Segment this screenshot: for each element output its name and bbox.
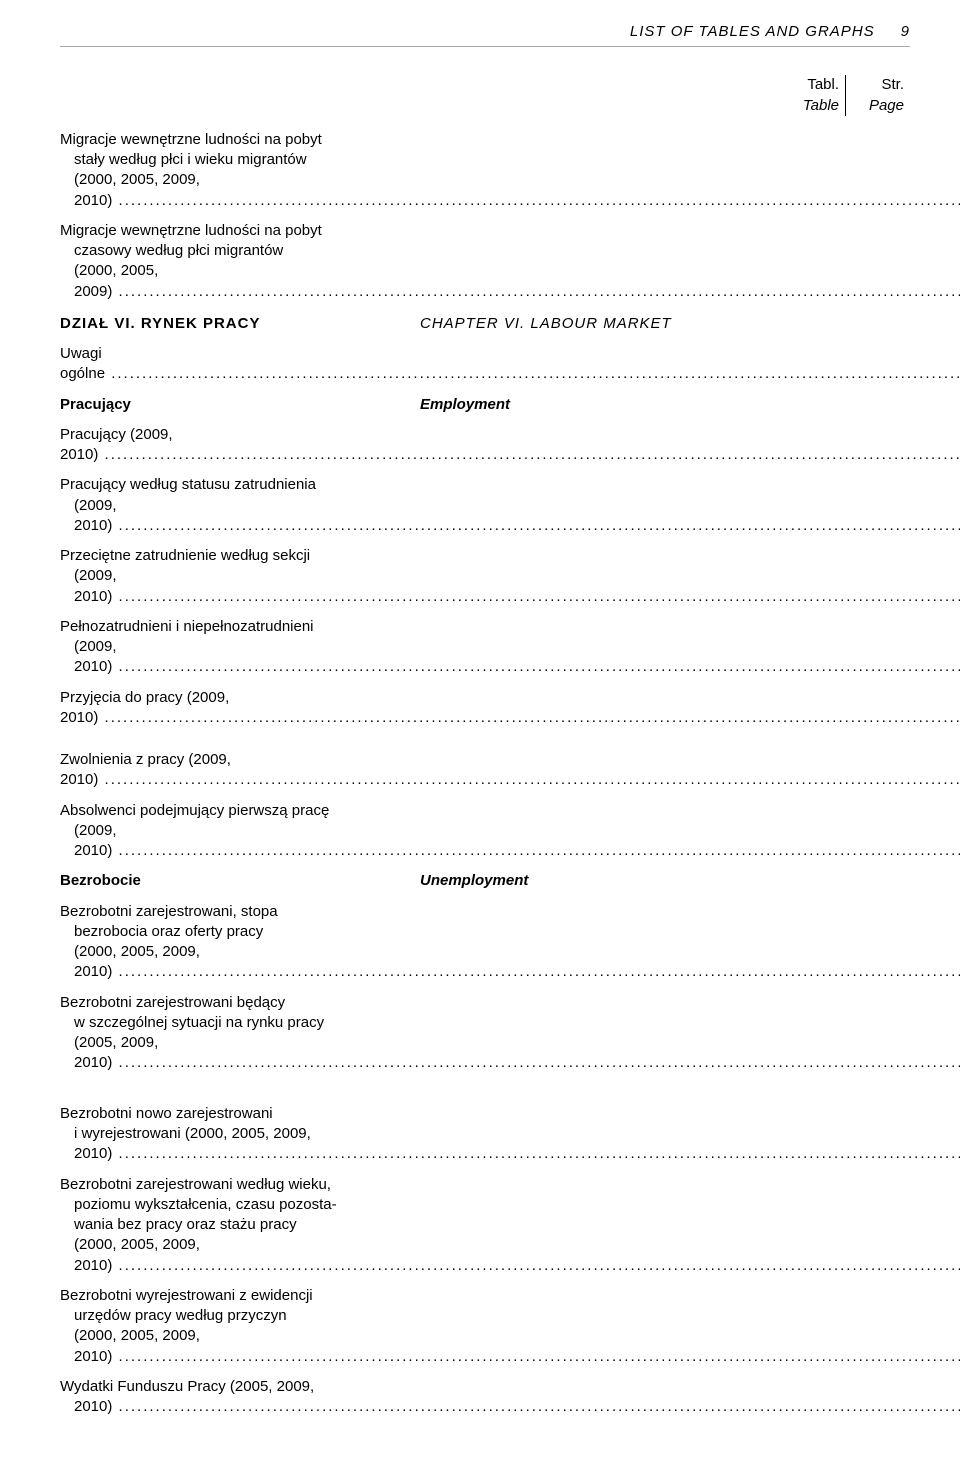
- sub-en: Employment: [420, 395, 780, 415]
- section-heading: DZIAŁ VI. RYNEK PRACYCHAPTER VI. LABOUR …: [60, 314, 910, 334]
- entry-pl: Bezrobotni zarejestrowani, stopabezroboc…: [60, 902, 960, 983]
- header-title: LIST OF TABLES AND GRAPHS: [630, 22, 875, 42]
- sub-en: Unemployment: [420, 871, 780, 891]
- toc-entry: Przyjęcia do pracy (2009, 2010)Hires (20…: [60, 688, 910, 729]
- column-headers: Tabl. Table Str. Page: [60, 75, 910, 116]
- header-pagenum: 9: [901, 22, 910, 42]
- toc-entry: Zwolnienia z pracy (2009, 2010)Terminati…: [60, 750, 910, 791]
- entry-pl: Przeciętne zatrudnienie według sekcji(20…: [60, 546, 960, 607]
- toc-entry: Bezrobotni zarejestrowani będącyw szczeg…: [60, 993, 910, 1074]
- subsection-heading: BezrobocieUnemployment: [60, 871, 910, 891]
- toc-entry: Pracujący (2009, 2010)Employed persons (…: [60, 425, 910, 466]
- sub-pl: Pracujący: [60, 395, 420, 415]
- section-en: CHAPTER VI. LABOUR MARKET: [420, 314, 780, 334]
- entry-pl: Bezrobotni wyrejestrowani z ewidencjiurz…: [60, 1286, 960, 1367]
- entry-pl: Migracje wewnętrzne ludności na pobytsta…: [60, 130, 960, 211]
- toc-entry: Bezrobotni zarejestrowani, stopabezroboc…: [60, 902, 910, 983]
- toc-entry: Absolwenci podejmujący pierwszą pracę(20…: [60, 801, 910, 862]
- toc-entry: Bezrobotni wyrejestrowani z ewidencjiurz…: [60, 1286, 910, 1367]
- section-pl: DZIAŁ VI. RYNEK PRACY: [60, 314, 420, 334]
- toc-entry: Uwagi ogólneGeneral notesx123: [60, 344, 910, 385]
- entry-pl: Absolwenci podejmujący pierwszą pracę(20…: [60, 801, 960, 862]
- toc-entry: Bezrobotni zarejestrowani według wieku,p…: [60, 1175, 910, 1276]
- entry-pl: Uwagi ogólne: [60, 344, 960, 385]
- toc-entry: Pełnozatrudnieni i niepełnozatrudnieni(2…: [60, 617, 910, 678]
- toc-entry: Pracujący według statusu zatrudnienia(20…: [60, 475, 910, 536]
- entry-pl: Bezrobotni zarejestrowani będącyw szczeg…: [60, 993, 960, 1074]
- toc-entry: Przeciętne zatrudnienie według sekcji(20…: [60, 546, 910, 607]
- subsection-heading: PracującyEmployment: [60, 395, 910, 415]
- entry-pl: Zwolnienia z pracy (2009, 2010): [60, 750, 960, 791]
- col-page: Str. Page: [850, 75, 910, 116]
- entry-pl: Migracje wewnętrzne ludności na pobytcza…: [60, 221, 960, 302]
- entry-pl: Bezrobotni nowo zarejestrowanii wyrejest…: [60, 1104, 960, 1165]
- toc-rows: Migracje wewnętrzne ludności na pobytsta…: [60, 130, 910, 1418]
- toc-entry: Bezrobotni nowo zarejestrowanii wyrejest…: [60, 1084, 910, 1165]
- toc-entry: Migracje wewnętrzne ludności na pobytsta…: [60, 130, 910, 211]
- col-tabl: Tabl. Table: [780, 75, 846, 116]
- sub-pl: Bezrobocie: [60, 871, 420, 891]
- entry-pl: Przyjęcia do pracy (2009, 2010): [60, 688, 960, 729]
- entry-pl: Pracujący (2009, 2010): [60, 425, 960, 466]
- toc-entry: Wydatki Funduszu Pracy (2005, 2009,2010)…: [60, 1377, 910, 1418]
- entry-pl: Wydatki Funduszu Pracy (2005, 2009,2010): [60, 1377, 960, 1418]
- page-header: LIST OF TABLES AND GRAPHS 9: [60, 22, 910, 47]
- entry-pl: Bezrobotni zarejestrowani według wieku,p…: [60, 1175, 960, 1276]
- toc-entry: Migracje wewnętrzne ludności na pobytcza…: [60, 221, 910, 302]
- entry-pl: Pracujący według statusu zatrudnienia(20…: [60, 475, 960, 536]
- entry-pl: Pełnozatrudnieni i niepełnozatrudnieni(2…: [60, 617, 960, 678]
